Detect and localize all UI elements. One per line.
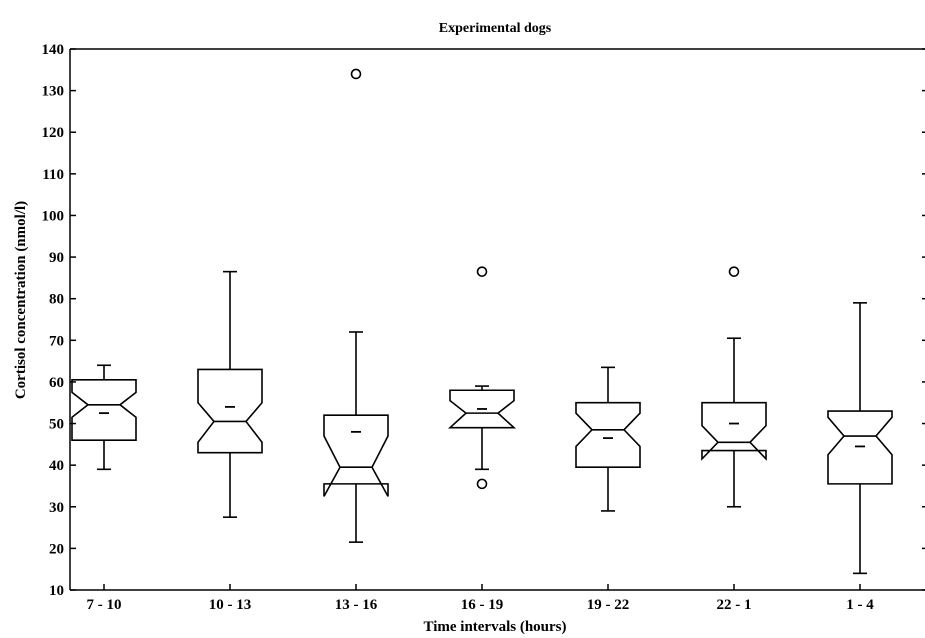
x-axis: 7 - 10 10 - 13 13 - 16 16 - 19 19 - 22 22 - 1… — [87, 584, 874, 613]
x-tick-label: 10 - 13 — [209, 597, 252, 613]
box-5 — [575, 366, 641, 512]
plot-frame — [69, 48, 925, 591]
box-body — [71, 379, 137, 441]
y-axis-label: Cortisol concentration (nmol/l) — [13, 201, 29, 399]
y-tick-label: 140 — [42, 42, 65, 58]
y-tick-label: 110 — [42, 167, 64, 183]
box-3 — [323, 68, 389, 543]
box-body — [827, 410, 893, 485]
outlier-point — [350, 68, 362, 80]
box-6 — [701, 266, 767, 508]
x-tick-label: 13 - 16 — [335, 597, 378, 613]
box-body — [575, 401, 641, 469]
y-tick-label: 120 — [42, 125, 65, 141]
y-axis: 10 20 30 40 50 60 70 80 90 100 110 120 130 140 — [42, 42, 925, 599]
box-body — [701, 401, 767, 461]
chart-title: Experimental dogs — [439, 21, 552, 36]
x-axis-label: Time intervals (hours) — [423, 619, 566, 635]
outlier-point — [476, 266, 488, 277]
y-tick-label: 90 — [49, 250, 64, 266]
x-tick-label: 16 - 19 — [461, 597, 504, 613]
x-tick-label: 19 - 22 — [587, 597, 630, 613]
y-tick-label: 30 — [49, 500, 64, 516]
y-tick-label: 20 — [49, 541, 64, 557]
y-tick-label: 70 — [49, 333, 64, 349]
box-body — [323, 414, 389, 497]
y-tick-label: 40 — [49, 458, 64, 474]
box-7 — [827, 302, 893, 575]
y-tick-label: 130 — [42, 84, 65, 100]
y-tick-label: 100 — [42, 208, 65, 224]
box-1 — [71, 364, 137, 471]
box-body — [447, 389, 517, 429]
x-tick-label: 22 - 1 — [717, 597, 752, 613]
outlier-point — [476, 478, 488, 490]
box-2 — [197, 270, 263, 518]
boxes — [71, 68, 893, 575]
outlier-point — [728, 266, 740, 277]
box-4 — [447, 266, 517, 490]
y-tick-label: 50 — [49, 417, 64, 433]
x-tick-label: 1 - 4 — [846, 597, 874, 613]
box-body — [197, 368, 263, 454]
y-tick-label: 10 — [49, 583, 64, 599]
y-tick-label: 60 — [49, 375, 64, 391]
y-tick-label: 80 — [49, 292, 64, 308]
x-tick-label: 7 - 10 — [87, 597, 122, 613]
